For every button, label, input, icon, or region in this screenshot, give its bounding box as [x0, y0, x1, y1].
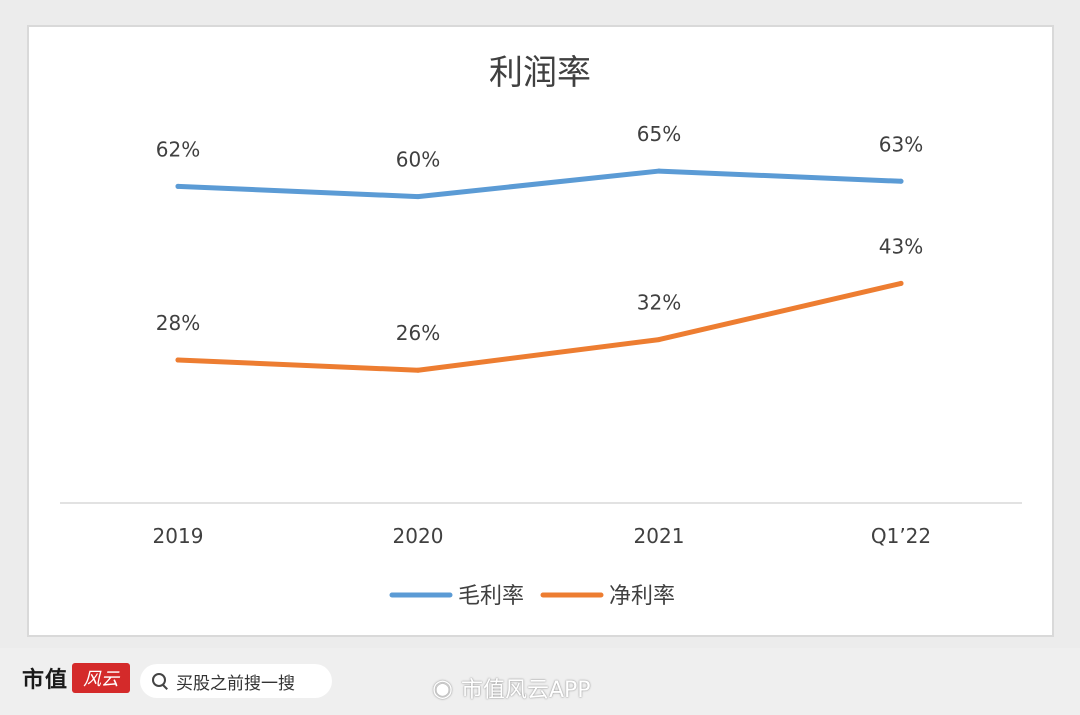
data-point-1-2 [656, 337, 662, 343]
data-label-0-3: 63% [879, 132, 923, 156]
profit-margin-chart: 利润率 62% 60% 65% 63% 28% 26% 32% 43% 2019 2020 202… [60, 53, 1022, 609]
search-box[interactable]: 买股之前搜一搜 [140, 664, 332, 698]
chart-frame [27, 25, 1054, 637]
series-line-0 [175, 168, 904, 200]
data-point-1-3 [898, 280, 904, 286]
x-tick-label: 2021 [634, 524, 685, 548]
data-point-0-2 [656, 168, 662, 174]
legend-label-1: 净利率 [609, 584, 675, 609]
x-tick-label: Q1’22 [871, 524, 931, 548]
x-tick-label: 2019 [153, 524, 204, 548]
chart-card: 利润率 62% 60% 65% 63% 28% 26% 32% 43% 2019 2020 202… [27, 25, 1054, 637]
data-point-0-0 [175, 183, 181, 189]
data-label-1-2: 32% [637, 291, 681, 315]
watermark-text: 市值风云APP [460, 678, 591, 703]
data-label-1-3: 43% [879, 234, 923, 258]
data-label-1-0: 28% [156, 311, 200, 335]
x-tick-label: 2020 [393, 524, 444, 548]
data-label-0-0: 62% [156, 137, 200, 161]
footer-bar: 市值 风云 买股之前搜一搜 ◉ 市值风云APP [0, 648, 1080, 715]
weibo-icon: ◉ [432, 674, 453, 702]
legend-label-0: 毛利率 [458, 584, 524, 609]
data-point-1-0 [175, 357, 181, 363]
search-placeholder: 买股之前搜一搜 [176, 673, 295, 694]
series-line-1 [175, 280, 904, 373]
data-point-0-1 [415, 194, 421, 200]
x-tick-layer: 2019 2020 2021 Q1’22 [153, 524, 932, 548]
data-label-0-2: 65% [637, 122, 681, 146]
data-point-0-3 [898, 178, 904, 184]
data-label-0-1: 60% [396, 148, 440, 172]
brand-seal: 风云 [72, 663, 131, 693]
series-layer: 62% 60% 65% 63% 28% 26% 32% 43% [156, 122, 923, 373]
data-label-1-1: 26% [396, 321, 440, 345]
brand-name: 市值 [22, 668, 69, 693]
chart-title: 利润率 [489, 53, 591, 93]
watermark: ◉ 市值风云APP [432, 672, 591, 704]
legend: 毛利率 净利率 [389, 584, 675, 609]
data-point-1-1 [415, 367, 421, 373]
brand-logo: 市值 风云 [22, 662, 131, 694]
search-icon [152, 673, 168, 689]
